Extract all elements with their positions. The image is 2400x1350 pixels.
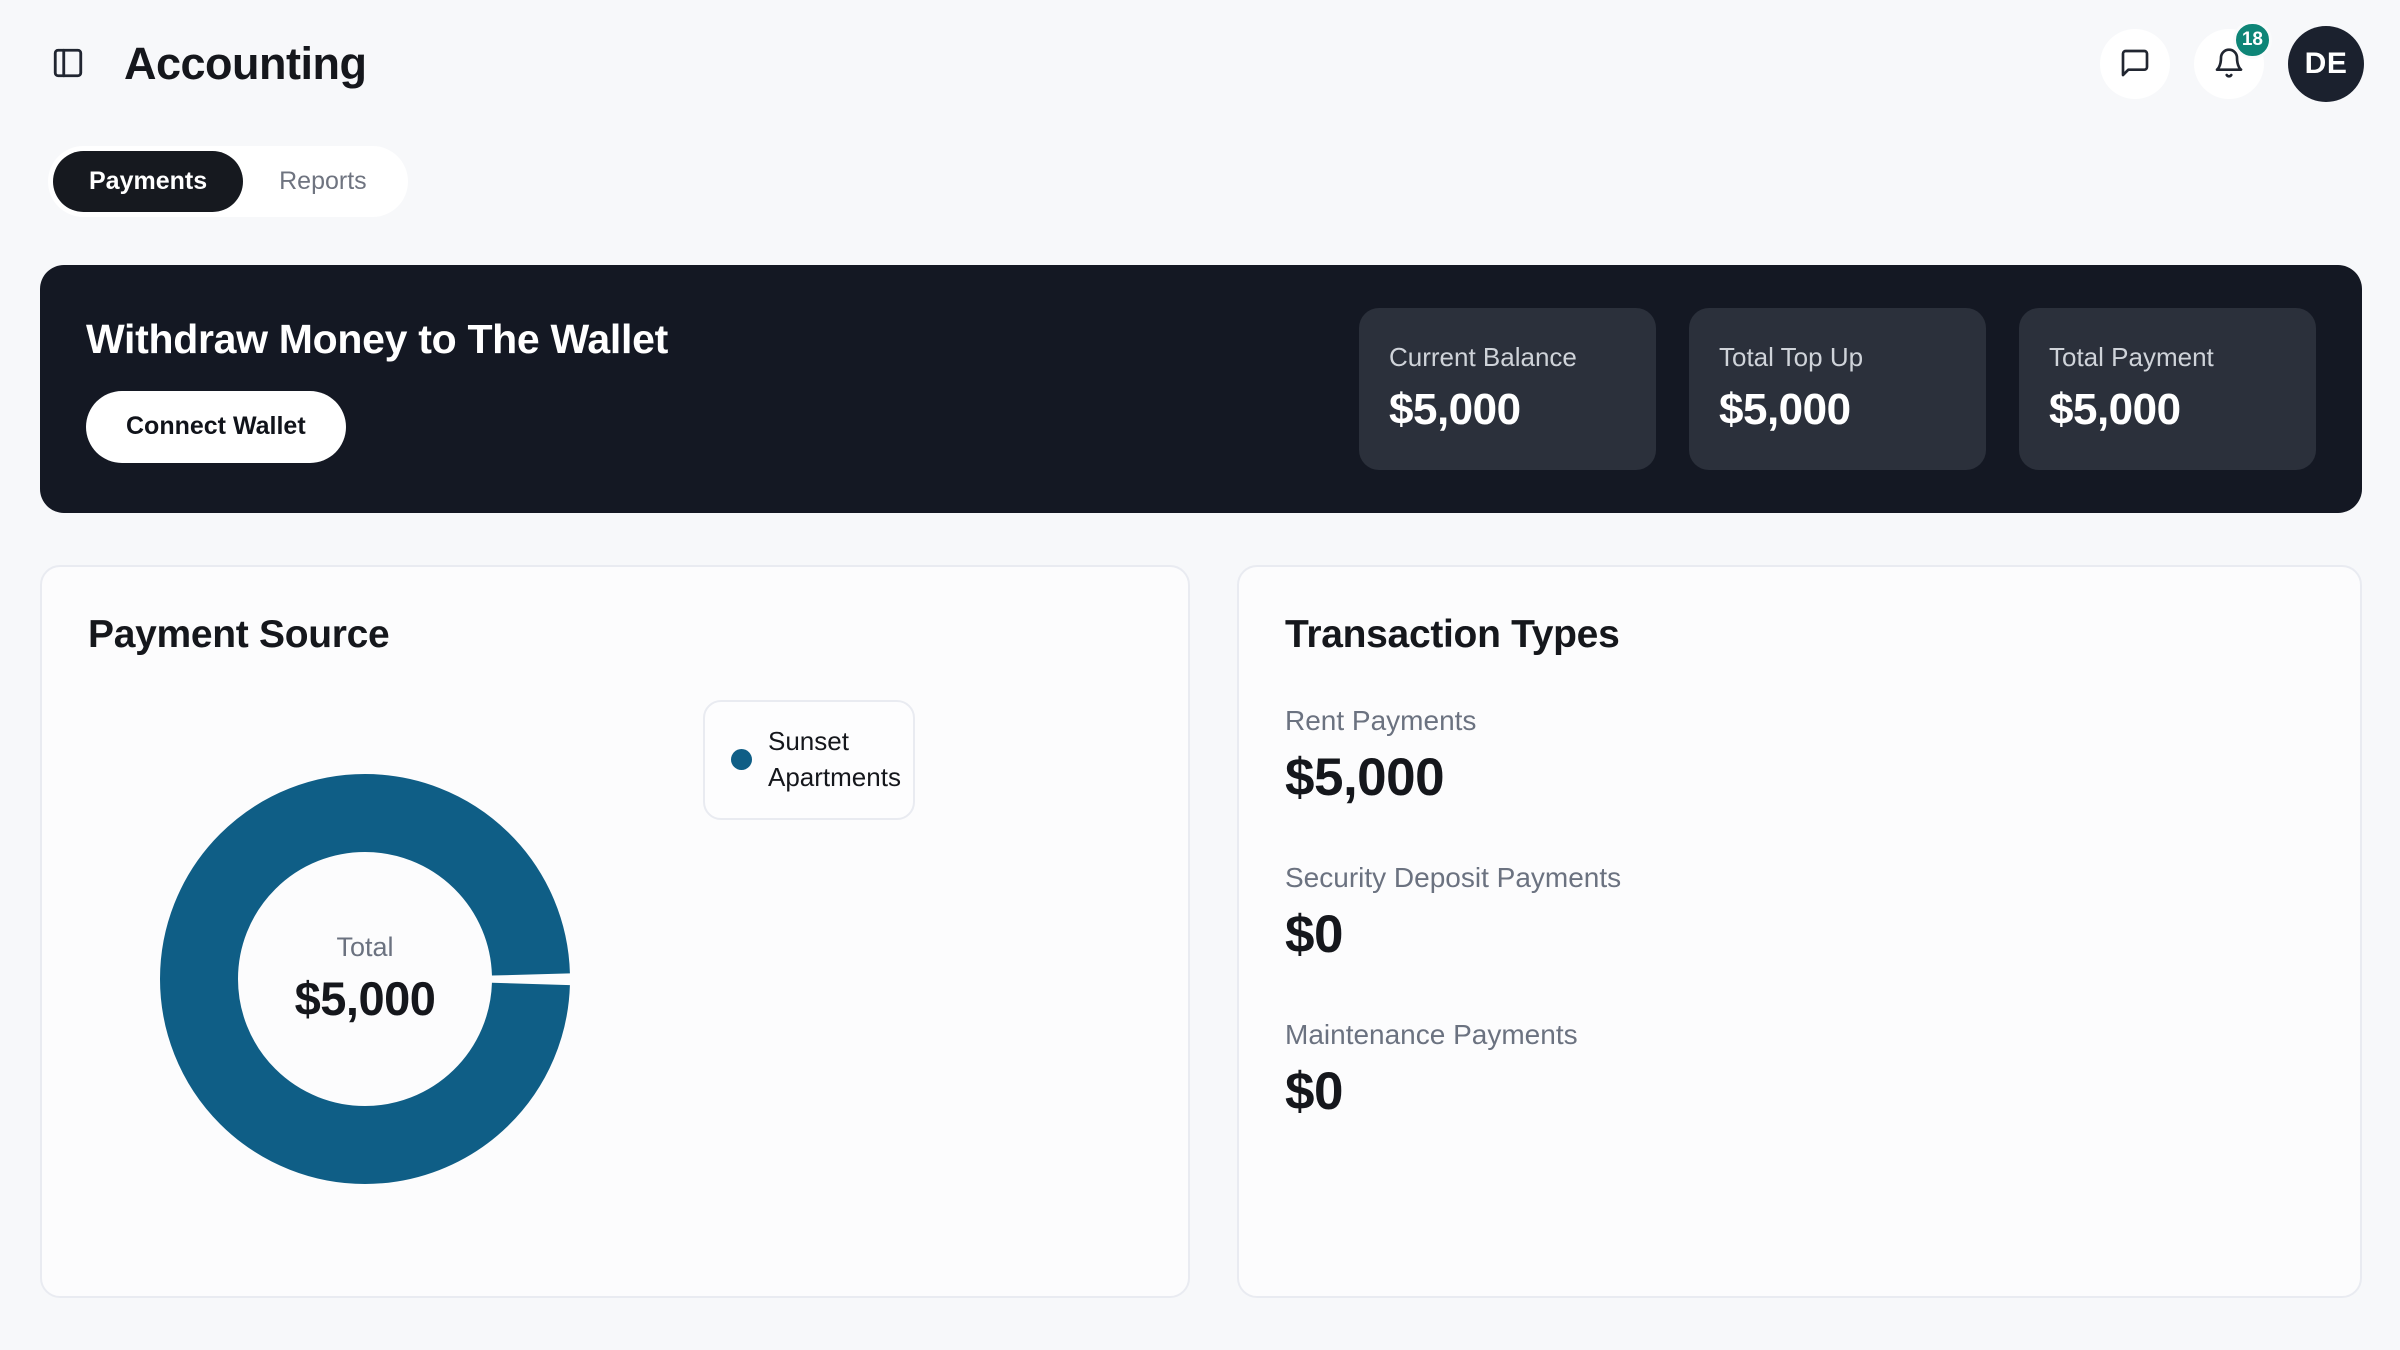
withdraw-banner-heading: Withdraw Money to The Wallet xyxy=(86,315,668,362)
tab-payments[interactable]: Payments xyxy=(53,151,244,212)
payment-source-card: Payment Source Total $5,000 Sunset Apart… xyxy=(40,565,1190,1298)
messages-button[interactable] xyxy=(2100,29,2170,99)
legend-label: Sunset Apartments xyxy=(768,726,901,792)
bell-icon xyxy=(2213,47,2245,82)
tab-bar: Payments Reports xyxy=(48,146,408,217)
transaction-type-value: $0 xyxy=(1285,905,1343,964)
stat-label: Total Payment xyxy=(2049,342,2214,372)
transaction-type-rent: Rent Payments $5,000 xyxy=(1285,705,2314,808)
stat-card-current-balance: Current Balance $5,000 xyxy=(1359,308,1656,470)
stat-value: $5,000 xyxy=(2049,385,2181,434)
sidebar-toggle-button[interactable] xyxy=(48,44,88,84)
transaction-type-value: $0 xyxy=(1285,1062,1343,1121)
withdraw-banner: Withdraw Money to The Wallet Connect Wal… xyxy=(40,265,2362,513)
stat-label: Current Balance xyxy=(1389,342,1577,372)
transaction-types-title: Transaction Types xyxy=(1285,613,1620,656)
transaction-type-label: Rent Payments xyxy=(1285,705,1477,736)
top-header: Accounting 18 DE xyxy=(0,0,2400,102)
chat-bubble-icon xyxy=(2119,47,2151,82)
notification-count-badge: 18 xyxy=(2232,21,2272,59)
legend-dot-icon xyxy=(731,749,752,771)
transaction-type-maintenance: Maintenance Payments $0 xyxy=(1285,1019,2314,1122)
stat-card-total-top-up: Total Top Up $5,000 xyxy=(1689,308,1986,470)
payment-source-donut-chart[interactable]: Total $5,000 xyxy=(160,774,570,1184)
stat-label: Total Top Up xyxy=(1719,342,1864,372)
stat-value: $5,000 xyxy=(1389,385,1521,434)
user-avatar[interactable]: DE xyxy=(2288,26,2364,102)
page-title: Accounting xyxy=(124,38,367,89)
panel-left-icon xyxy=(51,46,85,83)
legend-item-sunset-apartments[interactable]: Sunset Apartments xyxy=(703,700,915,820)
transaction-type-security-deposit: Security Deposit Payments $0 xyxy=(1285,862,2314,965)
transaction-type-label: Security Deposit Payments xyxy=(1285,862,1622,893)
transaction-types-card: Transaction Types Rent Payments $5,000 S… xyxy=(1237,565,2362,1298)
transaction-type-label: Maintenance Payments xyxy=(1285,1019,1578,1050)
connect-wallet-button[interactable]: Connect Wallet xyxy=(86,390,346,463)
tab-reports[interactable]: Reports xyxy=(243,151,403,212)
stat-card-total-payment: Total Payment $5,000 xyxy=(2019,308,2316,470)
transaction-type-value: $5,000 xyxy=(1285,748,1445,807)
payment-source-title: Payment Source xyxy=(88,613,390,656)
stat-value: $5,000 xyxy=(1719,385,1851,434)
notifications-button[interactable]: 18 xyxy=(2194,21,2272,99)
